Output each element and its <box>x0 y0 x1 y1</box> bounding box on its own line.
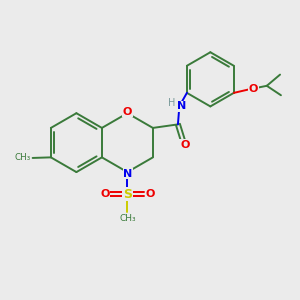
Text: N: N <box>177 101 186 111</box>
Text: H: H <box>168 98 176 108</box>
Text: S: S <box>123 188 132 201</box>
Text: O: O <box>100 189 110 199</box>
Text: CH₃: CH₃ <box>119 214 136 223</box>
Text: O: O <box>249 84 258 94</box>
Text: O: O <box>145 189 154 199</box>
Text: N: N <box>123 169 132 178</box>
Text: CH₃: CH₃ <box>14 153 30 162</box>
Text: O: O <box>180 140 189 150</box>
Text: O: O <box>123 107 132 117</box>
